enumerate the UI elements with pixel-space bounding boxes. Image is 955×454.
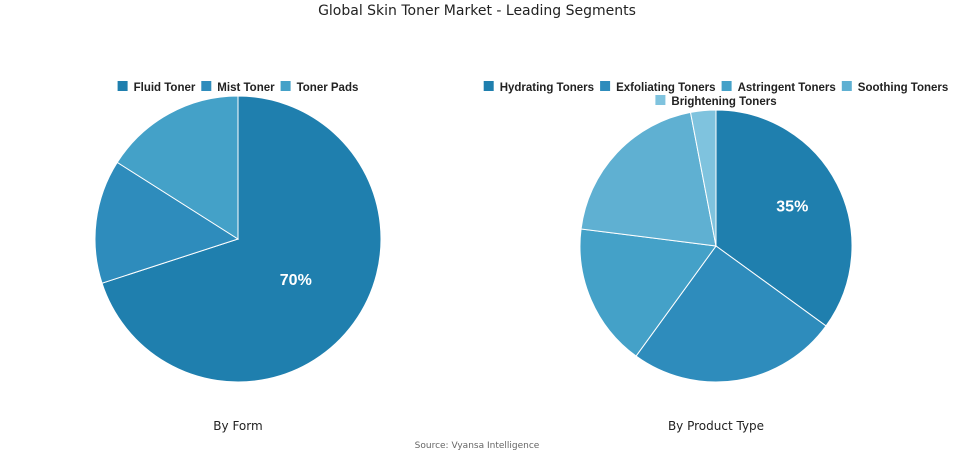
legend-swatch — [841, 81, 852, 91]
legend-swatch — [280, 81, 291, 91]
caption-by-form: By Form — [213, 419, 262, 433]
caption-by-product-type: By Product Type — [668, 419, 764, 433]
slice-toner-pads — [116, 95, 239, 240]
data-label-hydrating-toners: 35% — [776, 198, 808, 215]
legend-item-astringent-toners: Astringent Toners — [721, 81, 836, 94]
legend-item-soothing-toners: Soothing Toners — [841, 81, 949, 94]
legend-by-form: Fluid Toner Mist Toner Toner Pads — [117, 81, 359, 94]
legend-label: Soothing Toners — [858, 82, 949, 94]
legend-swatch — [483, 81, 494, 91]
legend-label: Hydrating Toners — [500, 82, 594, 94]
legend-item-mist-toner: Mist Toner — [201, 81, 275, 94]
data-label-fluid-toner: 70% — [280, 272, 312, 289]
slice-astringent-toners — [579, 228, 717, 357]
source-note: Source: Vyansa Intelligence — [415, 441, 540, 451]
slice-soothing-toners — [580, 111, 717, 247]
slice-brightening-toners — [689, 109, 717, 247]
legend-swatch — [600, 81, 611, 91]
legend-label: Mist Toner — [217, 82, 275, 94]
legend-swatch — [201, 81, 212, 91]
legend-swatch — [655, 95, 666, 105]
legend-swatch — [117, 81, 128, 91]
legend-label: Exfoliating Toners — [616, 82, 715, 94]
legend-item-brightening-toners: Brightening Toners — [655, 95, 777, 108]
legend-swatch — [721, 81, 732, 91]
legend-item-toner-pads: Toner Pads — [280, 81, 359, 94]
legend-item-fluid-toner: Fluid Toner — [117, 81, 196, 94]
pie-by-form: 70% — [94, 95, 382, 383]
legend-label: Brightening Toners — [671, 96, 776, 108]
legend-item-hydrating-toners: Hydrating Toners — [483, 81, 594, 94]
legend-item-exfoliating-toners: Exfoliating Toners — [600, 81, 716, 94]
legend-label: Astringent Toners — [738, 82, 836, 94]
slice-exfoliating-toners — [635, 245, 827, 383]
slice-mist-toner — [94, 161, 240, 284]
slice-fluid-toner — [101, 95, 382, 383]
legend-by-product-type: Hydrating Toners Exfoliating Toners Astrin… — [483, 81, 949, 108]
legend-label: Toner Pads — [297, 82, 359, 94]
chart-title: Global Skin Toner Market - Leading Segme… — [318, 3, 636, 19]
legend-label: Fluid Toner — [134, 82, 196, 94]
pie-by-product-type: 35% — [579, 109, 853, 383]
slice-hydrating-toners — [715, 109, 853, 327]
